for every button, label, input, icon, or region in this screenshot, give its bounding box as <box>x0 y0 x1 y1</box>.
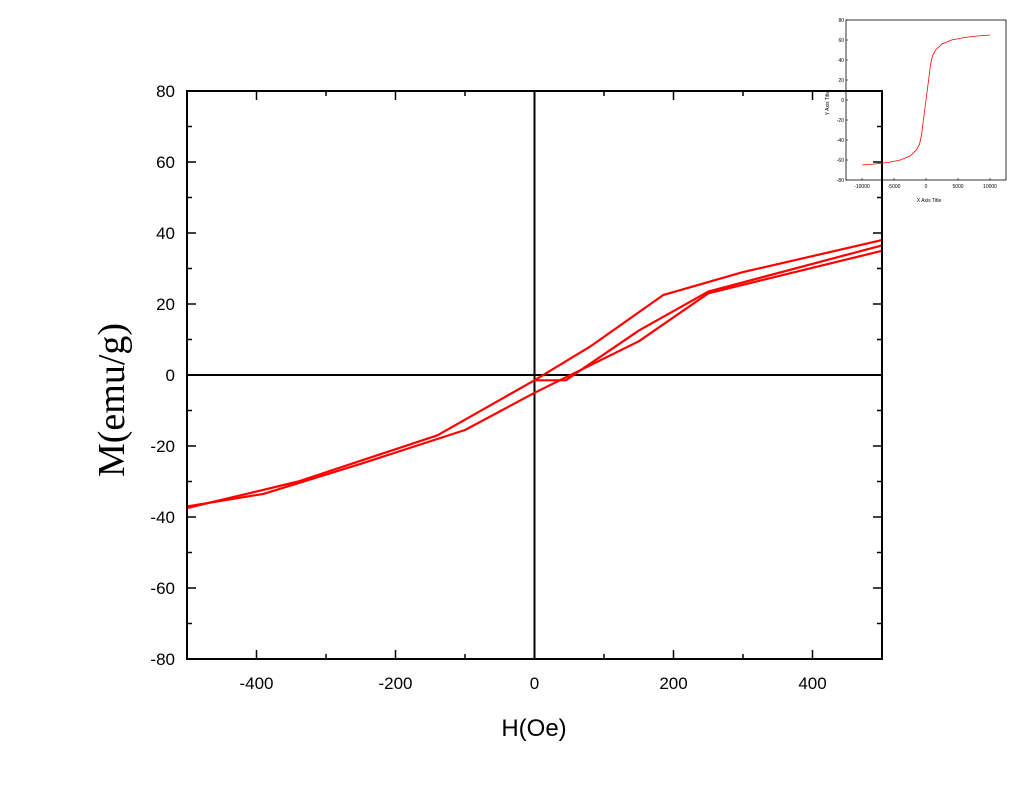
hysteresis-branch-2 <box>186 239 883 510</box>
inset-x-tick-label: 0 <box>925 184 928 190</box>
inset-y-tick-label: -60 <box>837 158 844 164</box>
inset-y-tick-label: 60 <box>838 38 844 44</box>
hysteresis-branch-1 <box>186 249 883 508</box>
main-series-group <box>186 239 883 510</box>
y-tick-label: -80 <box>150 650 175 669</box>
plot-frame <box>186 90 883 660</box>
inset-y-axis-title: Y Axis Title <box>825 91 831 116</box>
y-tick-label: 0 <box>166 366 175 385</box>
y-tick-label: 40 <box>156 224 175 243</box>
x-tick-label: -200 <box>378 674 412 693</box>
hysteresis-branch-3 <box>534 244 883 382</box>
y-tick-label: 20 <box>156 295 175 314</box>
inset-x-tick-label: -5000 <box>888 184 901 190</box>
inset-x-tick-label: -10000 <box>854 184 870 190</box>
inset-chart: 80 60 40 20 0 -20 -40 -60 -80 -10000 -5000 0 5000 100… <box>825 18 1007 204</box>
zero-axis-lines <box>187 91 882 659</box>
inset-curve-1 <box>861 34 991 166</box>
x-tick-label: 0 <box>530 674 539 693</box>
x-tick-label: 200 <box>659 674 687 693</box>
inset-y-tick-label: 40 <box>838 58 844 64</box>
inset-y-tick-label: -20 <box>837 118 844 124</box>
y-axis-title: M(emu/g) <box>91 323 133 477</box>
x-axis-title: H(Oe) <box>501 715 566 742</box>
inset-x-tick-label: 5000 <box>952 184 963 190</box>
inset-y-tick-label: 80 <box>838 18 844 24</box>
inset-y-tick-label: -80 <box>837 178 844 184</box>
inset-y-tick-label: 20 <box>838 78 844 84</box>
inset-series-group <box>861 34 991 166</box>
x-tick-label: -400 <box>239 674 273 693</box>
inset-tick-labels: 80 60 40 20 0 -20 -40 -60 -80 -10000 -5000 0 5000 100… <box>837 18 997 190</box>
y-tick-label: 80 <box>156 82 175 101</box>
inset-y-tick-label: -40 <box>837 138 844 144</box>
y-tick-label: -60 <box>150 579 175 598</box>
y-tick-label: 60 <box>156 153 175 172</box>
y-tick-label: -20 <box>150 437 175 456</box>
inset-x-tick-label: 10000 <box>983 184 997 190</box>
y-tick-label: -40 <box>150 508 175 527</box>
inset-axis-ticks <box>846 19 991 181</box>
inset-x-axis-title: X Axis Title <box>917 198 942 204</box>
inset-y-tick-label: 0 <box>841 98 844 104</box>
x-tick-label: 400 <box>798 674 826 693</box>
